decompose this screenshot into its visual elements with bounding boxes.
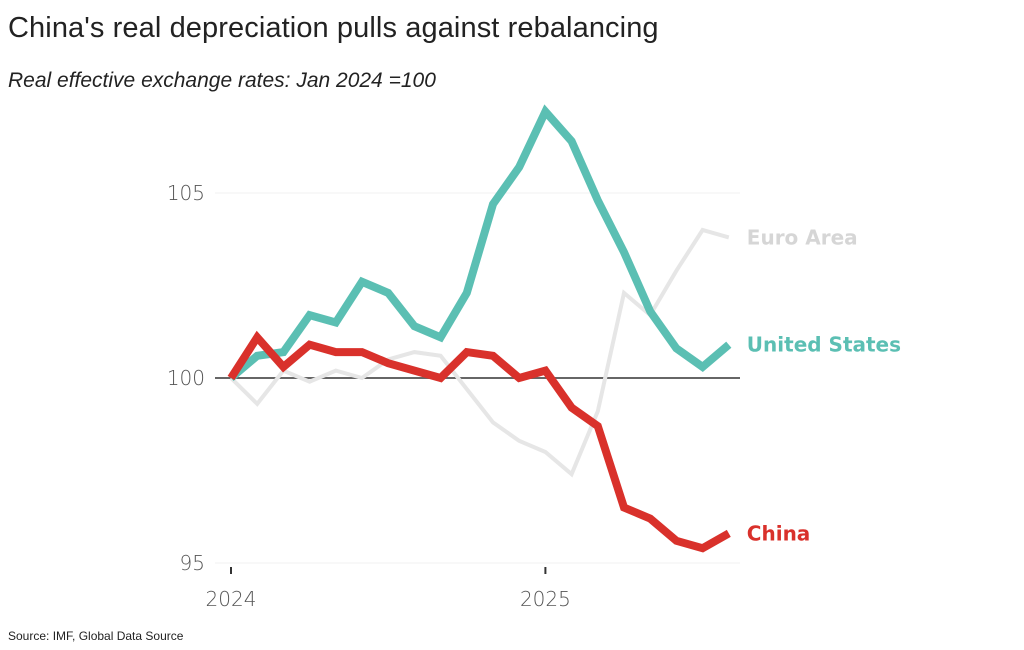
y-tick-label: 105: [167, 181, 205, 205]
x-tick-label: 2025: [520, 587, 571, 611]
source-note: Source: IMF, Global Data Source: [8, 629, 184, 643]
x-axis-ticks: 2024 2025: [206, 567, 571, 611]
series-labels: Euro Area United States China: [747, 225, 901, 545]
chart-title: China's real depreciation pulls against …: [8, 12, 659, 44]
y-tick-label: 95: [180, 551, 205, 575]
series-label-euro-area: Euro Area: [747, 225, 858, 249]
y-axis-ticks: 95 100 105: [167, 181, 205, 575]
series-lines: [227, 104, 732, 553]
series-label-china: China: [747, 521, 811, 545]
series-line-united-states: [228, 104, 732, 382]
series-line-china: [227, 330, 731, 553]
gridlines: [215, 192, 740, 564]
y-tick-label: 100: [167, 366, 205, 390]
x-tick-label: 2024: [206, 587, 257, 611]
chart-subtitle: Real effective exchange rates: Jan 2024 …: [8, 69, 436, 92]
series-label-united-states: United States: [747, 333, 901, 357]
